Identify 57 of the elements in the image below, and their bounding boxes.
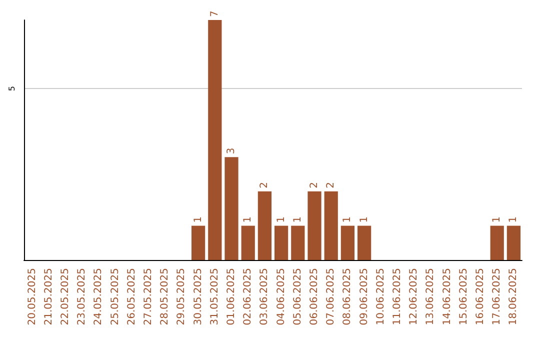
bar [357,226,372,260]
x-tick-label: 10.06.2025 [375,268,386,326]
x-tick-label: 09.06.2025 [358,268,370,326]
x-tick-label: 07.06.2025 [326,268,337,326]
x-tick-label: 23.05.2025 [76,268,88,326]
data-label: 1 [242,216,254,223]
data-label: 1 [276,216,287,223]
bar [224,157,238,260]
y-tick-label: 5 [8,86,16,92]
x-tick-label: 27.05.2025 [143,268,154,326]
bar [490,226,504,260]
data-label: 3 [226,148,237,154]
data-label: 2 [259,182,270,188]
x-tick-label: 24.05.2025 [93,268,104,326]
bar [274,226,288,260]
data-label: 1 [358,216,370,223]
x-tick-label: 15.06.2025 [458,268,470,326]
x-tick-label: 04.06.2025 [276,268,287,326]
data-label: 2 [326,182,337,188]
x-tick-label: 11.06.2025 [392,268,403,326]
bar [340,226,355,260]
x-tick-label: 17.06.2025 [492,268,503,326]
x-tick-label: 26.05.2025 [126,268,138,326]
bar [241,226,255,260]
bar [291,226,305,260]
x-tick-label: 08.06.2025 [342,268,354,326]
x-tick-label: 25.05.2025 [110,268,121,326]
x-tick-label: 14.06.2025 [442,268,453,326]
x-tick-label: 31.05.2025 [209,268,220,326]
x-tick-label: 22.05.2025 [60,268,71,326]
data-label: 1 [342,216,354,223]
x-tick-label: 02.06.2025 [242,268,254,326]
x-tick-label: 30.05.2025 [192,268,204,326]
data-label: 1 [292,216,304,223]
x-tick-label: 06.06.2025 [309,268,320,326]
bar [191,226,206,260]
x-tick-label: 29.05.2025 [176,268,188,326]
x-tick-label: 05.06.2025 [292,268,304,326]
bar [506,226,521,260]
bar [324,191,338,260]
x-tick-label: 12.06.2025 [408,268,420,326]
bar [308,191,322,260]
x-tick-label: 21.05.2025 [43,268,54,326]
data-label: 1 [492,216,503,223]
x-tick-label: 16.06.2025 [475,268,486,326]
x-tick-label: 03.06.2025 [259,268,270,326]
x-tick-label: 18.06.2025 [508,268,520,326]
data-label: 7 [209,10,220,17]
data-label: 2 [309,182,320,188]
x-tick-label: 28.05.2025 [160,268,171,326]
bar [258,191,272,260]
data-label: 1 [508,216,520,223]
x-tick-label: 01.06.2025 [226,268,237,326]
x-tick-label: 13.06.2025 [425,268,436,326]
data-label: 1 [192,216,204,223]
bar [208,20,222,260]
x-tick-label: 20.05.2025 [26,268,38,326]
